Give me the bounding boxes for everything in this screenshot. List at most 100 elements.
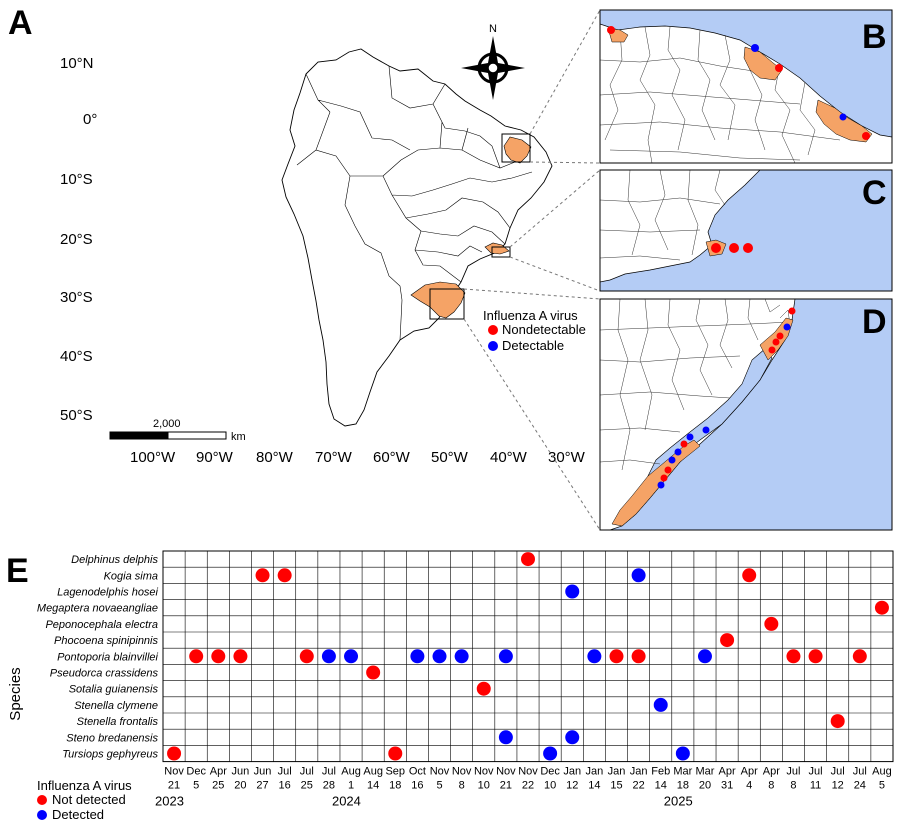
date-day-label: 21 (500, 780, 512, 792)
compass-rose: N (461, 23, 525, 100)
detection-marker-detected (498, 730, 513, 745)
inset-marker-c (491, 246, 511, 258)
panel-b-municipal-borders (600, 26, 841, 163)
detection-marker-detected (675, 746, 690, 761)
panel-d-frame (599, 298, 893, 531)
lon-label-50w: 50°W (431, 449, 469, 466)
panel-d-point-13 (657, 481, 665, 489)
detection-marker-not-detected (742, 568, 757, 583)
date-day-label: 31 (721, 780, 733, 792)
species-label: Megaptera novaeangliae (37, 603, 158, 615)
date-day-label: 15 (610, 780, 622, 792)
date-month-label: Aug (872, 766, 892, 778)
date-day-label: 8 (768, 780, 774, 792)
detection-marker-detected (565, 730, 580, 745)
date-month-label: Nov (430, 766, 450, 778)
highlight-ceara (503, 136, 532, 164)
lon-label-100w: 100°W (130, 449, 176, 466)
panel-c-point-2 (729, 243, 739, 253)
date-month-label: Jul (831, 766, 845, 778)
map-legend-detectable-marker (488, 341, 498, 351)
date-month-label: Sep (385, 766, 405, 778)
year-label: 2024 (332, 794, 361, 809)
date-month-label: Jun (254, 766, 272, 778)
panel-b-point-2 (751, 44, 759, 52)
scale-value: 2,000 (153, 418, 181, 430)
panel-b: B (599, 9, 893, 164)
detection-marker-detected (344, 649, 359, 664)
detection-marker-not-detected (189, 649, 204, 664)
date-month-label: Jul (853, 766, 867, 778)
map-legend-detectable-label: Detectable (502, 338, 564, 353)
panel-b-point-1 (607, 26, 615, 34)
panel-d-point-11 (664, 466, 672, 474)
panel-d-point-5 (768, 346, 776, 354)
date-day-label: 4 (746, 780, 752, 792)
lon-label-90w: 90°W (196, 449, 234, 466)
lon-label-60w: 60°W (373, 449, 411, 466)
date-day-label: 16 (279, 780, 291, 792)
date-month-label: Apr (719, 766, 736, 778)
detection-marker-not-detected (476, 681, 491, 696)
date-month-label: Jan (608, 766, 626, 778)
date-month-label: Jan (630, 766, 648, 778)
panel-c-letter: C (862, 174, 887, 212)
detection-marker-not-detected (852, 649, 867, 664)
timeline-legend-title: Influenza A virus (37, 778, 132, 793)
map-legend: Influenza A virus Nondetectable Detectab… (483, 308, 586, 353)
panel-d-point-9 (674, 448, 682, 456)
lat-label-10s: 10°S (60, 171, 93, 188)
timeline-legend-not-detected-label: Not detected (52, 792, 126, 807)
date-day-label: 20 (699, 780, 711, 792)
inset-marker-b (501, 133, 531, 163)
species-label: Steno bredanensis (66, 732, 158, 744)
panel-c-point-1 (711, 243, 721, 253)
date-day-label: 12 (832, 780, 844, 792)
date-month-label: Nov (518, 766, 538, 778)
scale-bar: 2,000 km (109, 418, 246, 443)
date-month-label: Jul (809, 766, 823, 778)
species-label: Stenella clymene (74, 700, 158, 712)
scale-unit: km (231, 431, 246, 443)
detection-marker-detected (653, 697, 668, 712)
y-axis-title: Species (7, 667, 24, 720)
date-day-label: 12 (566, 780, 578, 792)
panel-d-point-10 (668, 456, 676, 464)
panel-d: D (599, 298, 893, 531)
timeline-grid (162, 550, 894, 763)
lon-label-70w: 70°W (315, 449, 353, 466)
panel-d-point-4 (772, 338, 780, 346)
panel-b-highlight-center (743, 46, 783, 81)
date-day-label: 18 (677, 780, 689, 792)
date-day-label: 5 (879, 780, 885, 792)
species-label: Phocoena spinipinnis (54, 635, 158, 647)
panel-d-point-2 (783, 323, 791, 331)
date-month-label: Jul (300, 766, 314, 778)
date-day-label: 14 (655, 780, 667, 792)
panel-b-point-3 (775, 64, 783, 72)
lat-label-0: 0° (83, 111, 97, 128)
panel-d-point-7 (686, 433, 694, 441)
date-day-label: 14 (588, 780, 600, 792)
date-month-label: Jul (322, 766, 336, 778)
detection-marker-not-detected (764, 616, 779, 631)
panel-c-land (600, 170, 761, 283)
detection-marker-not-detected (786, 649, 801, 664)
detection-marker-detected (410, 649, 425, 664)
date-day-label: 20 (234, 780, 246, 792)
lon-label-30w: 30°W (548, 449, 586, 466)
panel-b-point-5 (862, 132, 870, 140)
date-day-label: 25 (301, 780, 313, 792)
date-month-label: Dec (540, 766, 560, 778)
species-label: Pseudorca crassidens (50, 668, 159, 680)
date-day-label: 5 (436, 780, 442, 792)
date-day-label: 28 (323, 780, 335, 792)
detection-marker-detected (697, 649, 712, 664)
date-day-label: 8 (790, 780, 796, 792)
date-day-label: 18 (389, 780, 401, 792)
panel-c-frame (599, 169, 893, 292)
date-day-label: 10 (478, 780, 490, 792)
detection-marker-detected (565, 584, 580, 599)
date-day-label: 16 (411, 780, 423, 792)
